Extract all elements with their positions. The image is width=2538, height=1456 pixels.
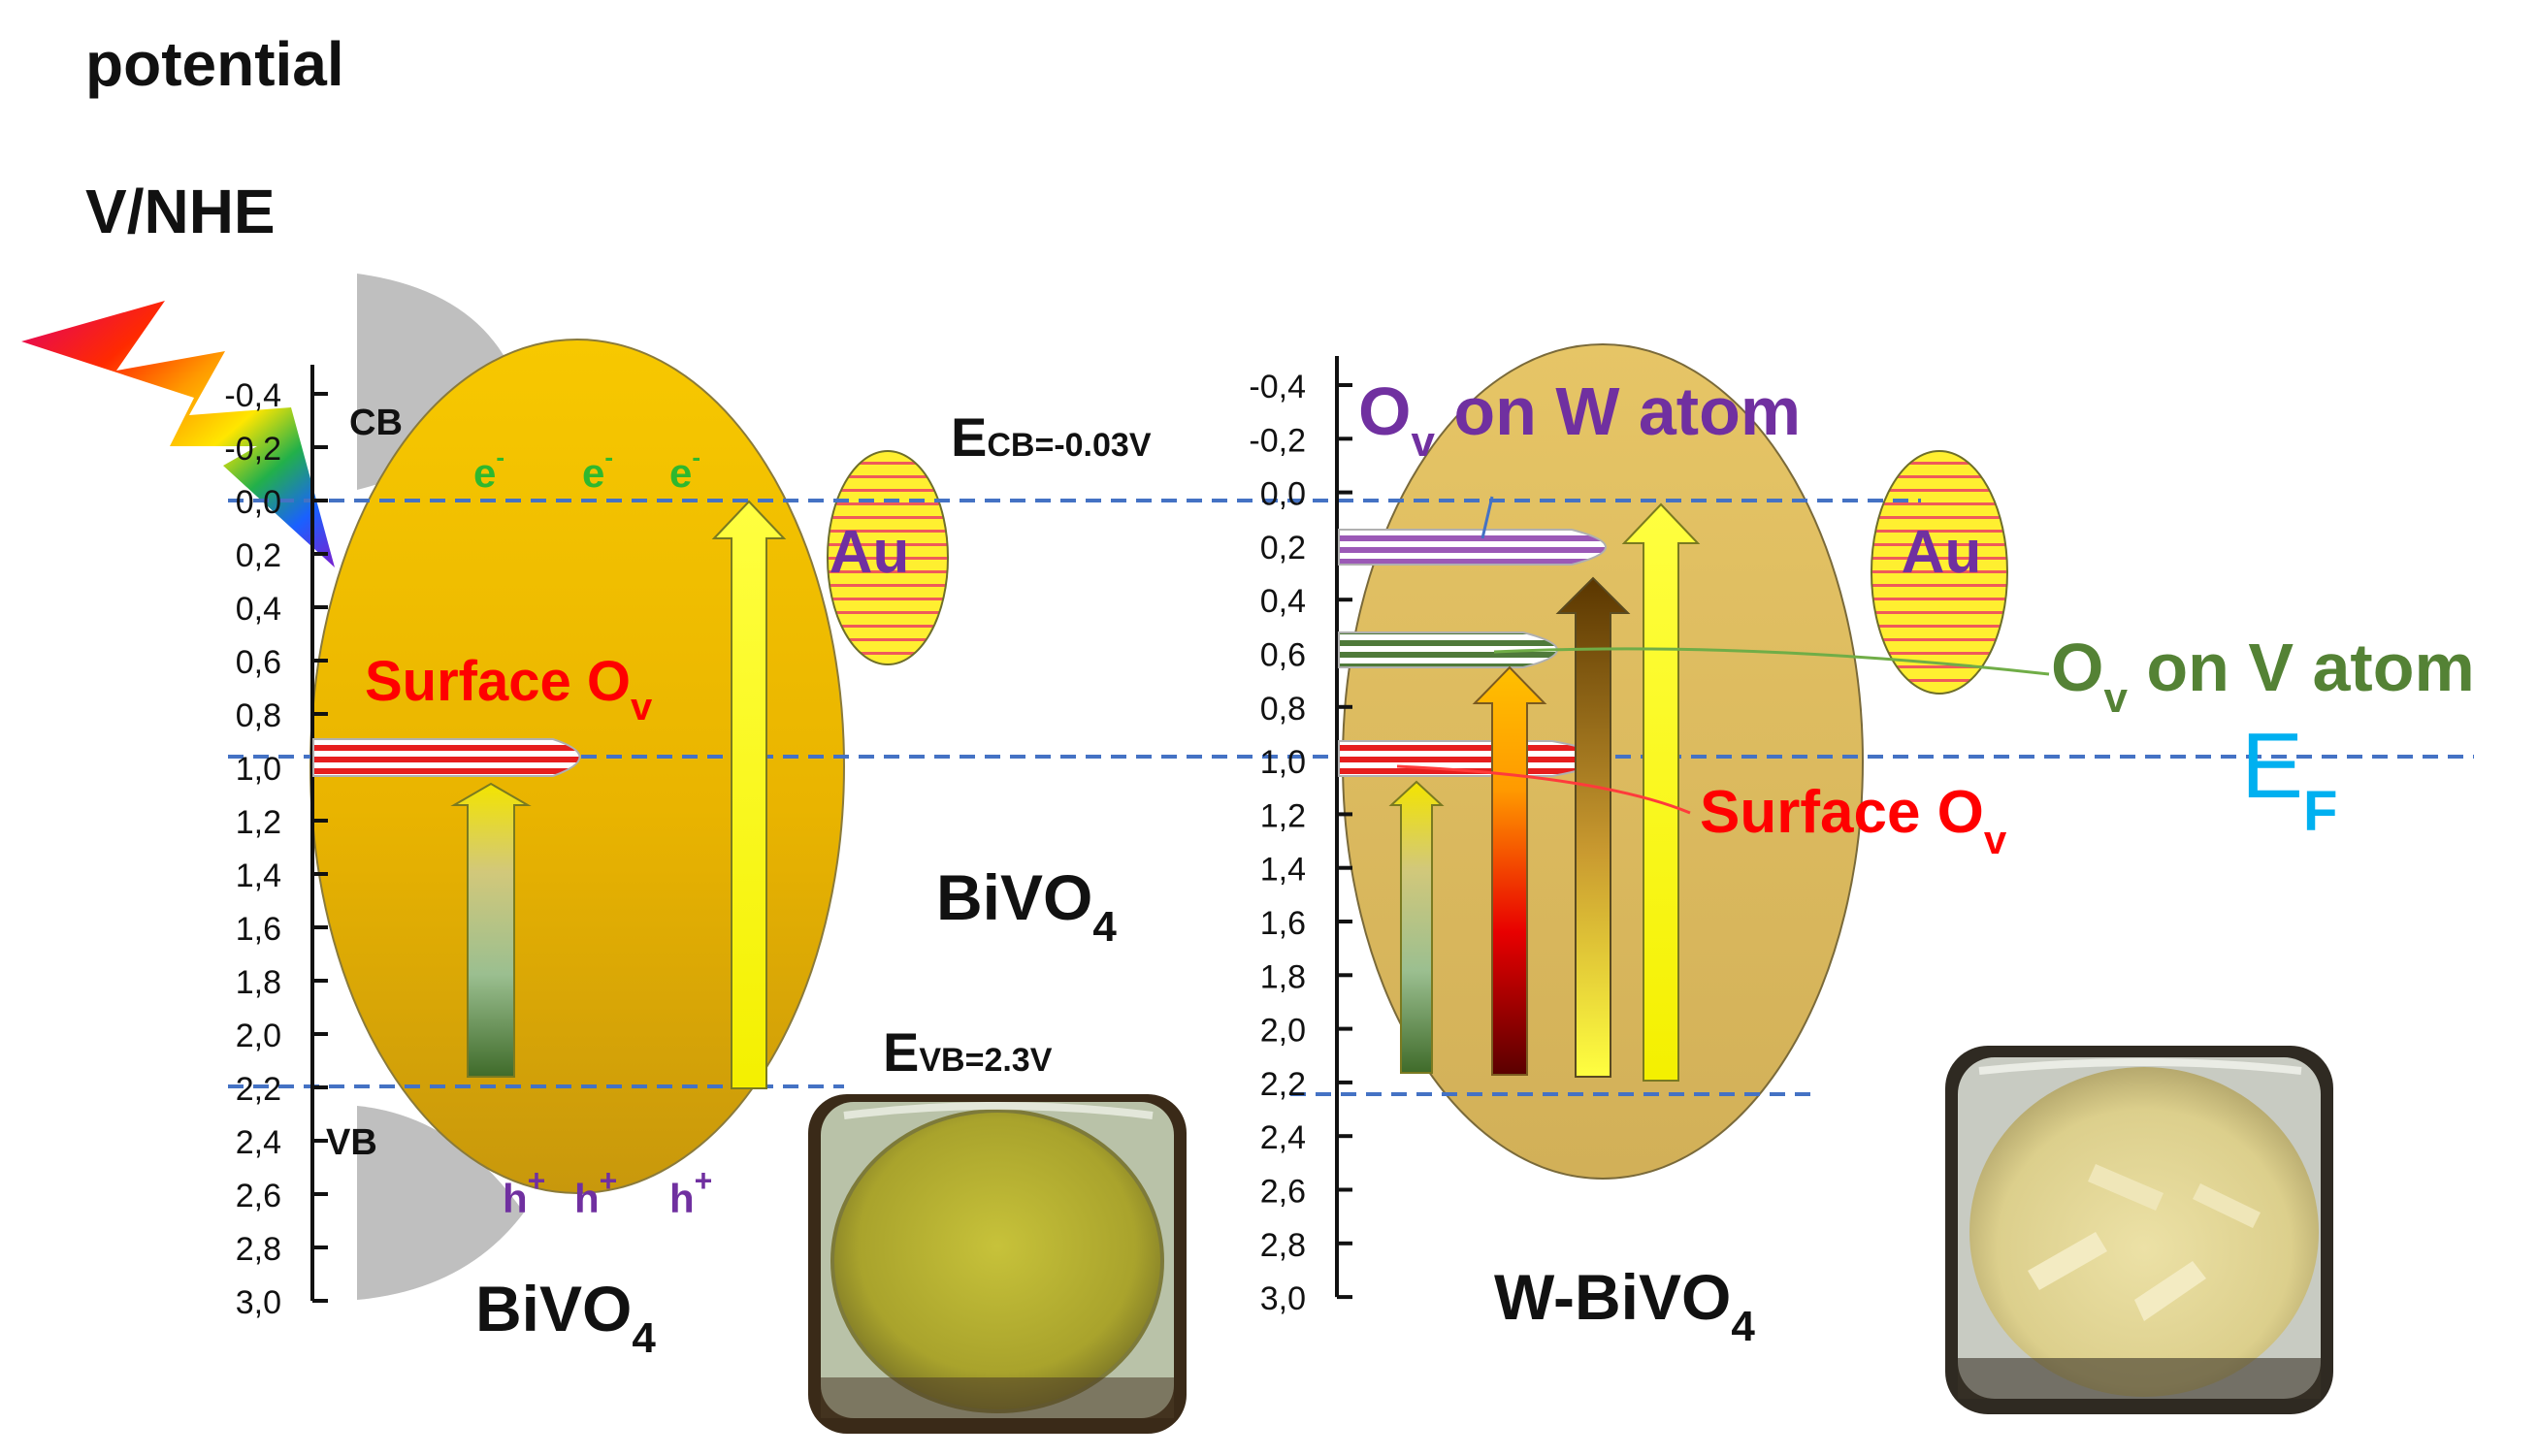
au-particle-left [827, 450, 949, 665]
left-axis-tick-label: 0,6 [236, 644, 281, 681]
light-bolt-icon [21, 301, 335, 567]
right-axis-tick-label: 0,0 [1260, 476, 1306, 513]
hole-1: h+ [503, 1163, 545, 1221]
ov-w-label: Ov on W atom [1358, 373, 1801, 466]
vb-band-shape [357, 1106, 524, 1300]
left-axis-tick-label: 2,6 [236, 1178, 281, 1214]
holes: h+ h+ h+ [503, 1163, 712, 1221]
right-axis-tick-label: 1,8 [1260, 958, 1306, 995]
right-axis: -0,4 -0,2 0,0 0,2 0,4 0,6 0,8 1,0 1,2 1,4 1,6 1,8 2,… [1249, 356, 1352, 1317]
left-axis-tick-label: 1,0 [236, 751, 281, 788]
left-axis-tick-label: 3,0 [236, 1284, 281, 1321]
ov-w-level [1338, 529, 1607, 566]
left-axis-tick-label: -0,2 [224, 431, 281, 468]
left-axis-tick-label: 0,8 [236, 697, 281, 734]
arrow-green-right [1388, 780, 1445, 1074]
ov-v-label: Ov on V atom [2051, 630, 2475, 722]
w-bivo4-powder-photo [1945, 1046, 2333, 1414]
hole-2: h+ [574, 1163, 617, 1221]
right-axis-tick-label: 3,0 [1260, 1280, 1306, 1317]
left-axis-tick-label: -0,4 [224, 377, 281, 414]
right-axis-tick-label: 2,4 [1260, 1119, 1306, 1156]
bivo4-formula-middle: BiVO4 [936, 861, 1117, 951]
left-axis-tick-label: 1,8 [236, 964, 281, 1001]
arrow-yellow-right [1621, 502, 1701, 1082]
left-axis: -0,4 -0,2 0,0 0,2 0,4 0,6 0,8 1,0 1,2 1,4 1,6 1,8 2,… [224, 365, 328, 1321]
w-bivo4-formula: W-BiVO4 [1494, 1261, 1755, 1350]
ov-v-level [1338, 631, 1558, 668]
surface-ov-label-right: Surface Ov [1700, 779, 2007, 862]
right-axis-tick-label: 0,2 [1260, 530, 1306, 566]
arrow-red-right [1472, 665, 1547, 1076]
arrow-yellow-left [711, 500, 787, 1089]
left-axis-tick-label: 1,6 [236, 911, 281, 948]
electrons: e- e- e- [473, 442, 700, 496]
right-axis-tick-label: 1,4 [1260, 852, 1306, 889]
au-label-left: Au [830, 519, 910, 586]
au-particle-right [1871, 450, 2008, 695]
callout-surface-ov [1396, 764, 1691, 815]
surface-ov-level-left [312, 738, 581, 777]
right-axis-tick-label: 2,2 [1260, 1066, 1306, 1103]
bivo4-formula-bottom: BiVO4 [475, 1273, 656, 1362]
electron-2: e- [582, 442, 613, 496]
electron-1: e- [473, 442, 504, 496]
left-axis-tick-label: 1,4 [236, 857, 281, 894]
right-axis-tick-label: 0,8 [1260, 691, 1306, 728]
left-axis-tick-label: 2,8 [236, 1231, 281, 1268]
vb-label: VB [326, 1122, 377, 1163]
axis-title-unit: V/NHE [85, 177, 276, 246]
axis-title-potential: potential [85, 29, 344, 99]
left-axis-tick-label: 0,0 [236, 484, 281, 521]
callout-ov-w [1480, 496, 1494, 539]
cb-band-shape [357, 274, 519, 490]
cb-label: CB [349, 403, 403, 443]
hole-3: h+ [669, 1163, 712, 1221]
left-axis-tick-label: 2,0 [236, 1018, 281, 1054]
ef-label: EF [2241, 714, 2337, 843]
left-axis-tick-label: 1,2 [236, 804, 281, 841]
ecb-label: ECB=-0.03V [951, 406, 1152, 468]
right-axis-tick-label: 1,2 [1260, 797, 1306, 834]
au-label-right: Au [1902, 519, 1982, 586]
left-axis-tick-label: 0,4 [236, 591, 281, 628]
left-axis-tick-label: 0,2 [236, 537, 281, 574]
right-axis-tick-label: 0,4 [1260, 583, 1306, 620]
arrow-brown-right [1555, 576, 1631, 1078]
right-axis-tick-label: 1,6 [1260, 905, 1306, 942]
surface-ov-label-left: Surface Ov [365, 650, 653, 728]
evb-label: EVB=2.3V [883, 1021, 1053, 1083]
arrow-green-left [450, 782, 532, 1078]
right-axis-tick-label: -0,4 [1249, 369, 1306, 405]
right-axis-tick-label: 1,0 [1260, 744, 1306, 781]
callout-ov-v [1493, 647, 2050, 676]
right-axis-tick-label: 2,6 [1260, 1174, 1306, 1211]
right-axis-tick-label: -0,2 [1249, 422, 1306, 459]
right-axis-tick-label: 2,0 [1260, 1013, 1306, 1050]
electron-3: e- [669, 442, 700, 496]
left-axis-tick-label: 2,4 [236, 1124, 281, 1161]
right-axis-tick-label: 2,8 [1260, 1227, 1306, 1264]
bivo4-powder-photo [808, 1094, 1187, 1434]
left-axis-tick-label: 2,2 [236, 1071, 281, 1108]
right-axis-tick-label: 0,6 [1260, 637, 1306, 674]
